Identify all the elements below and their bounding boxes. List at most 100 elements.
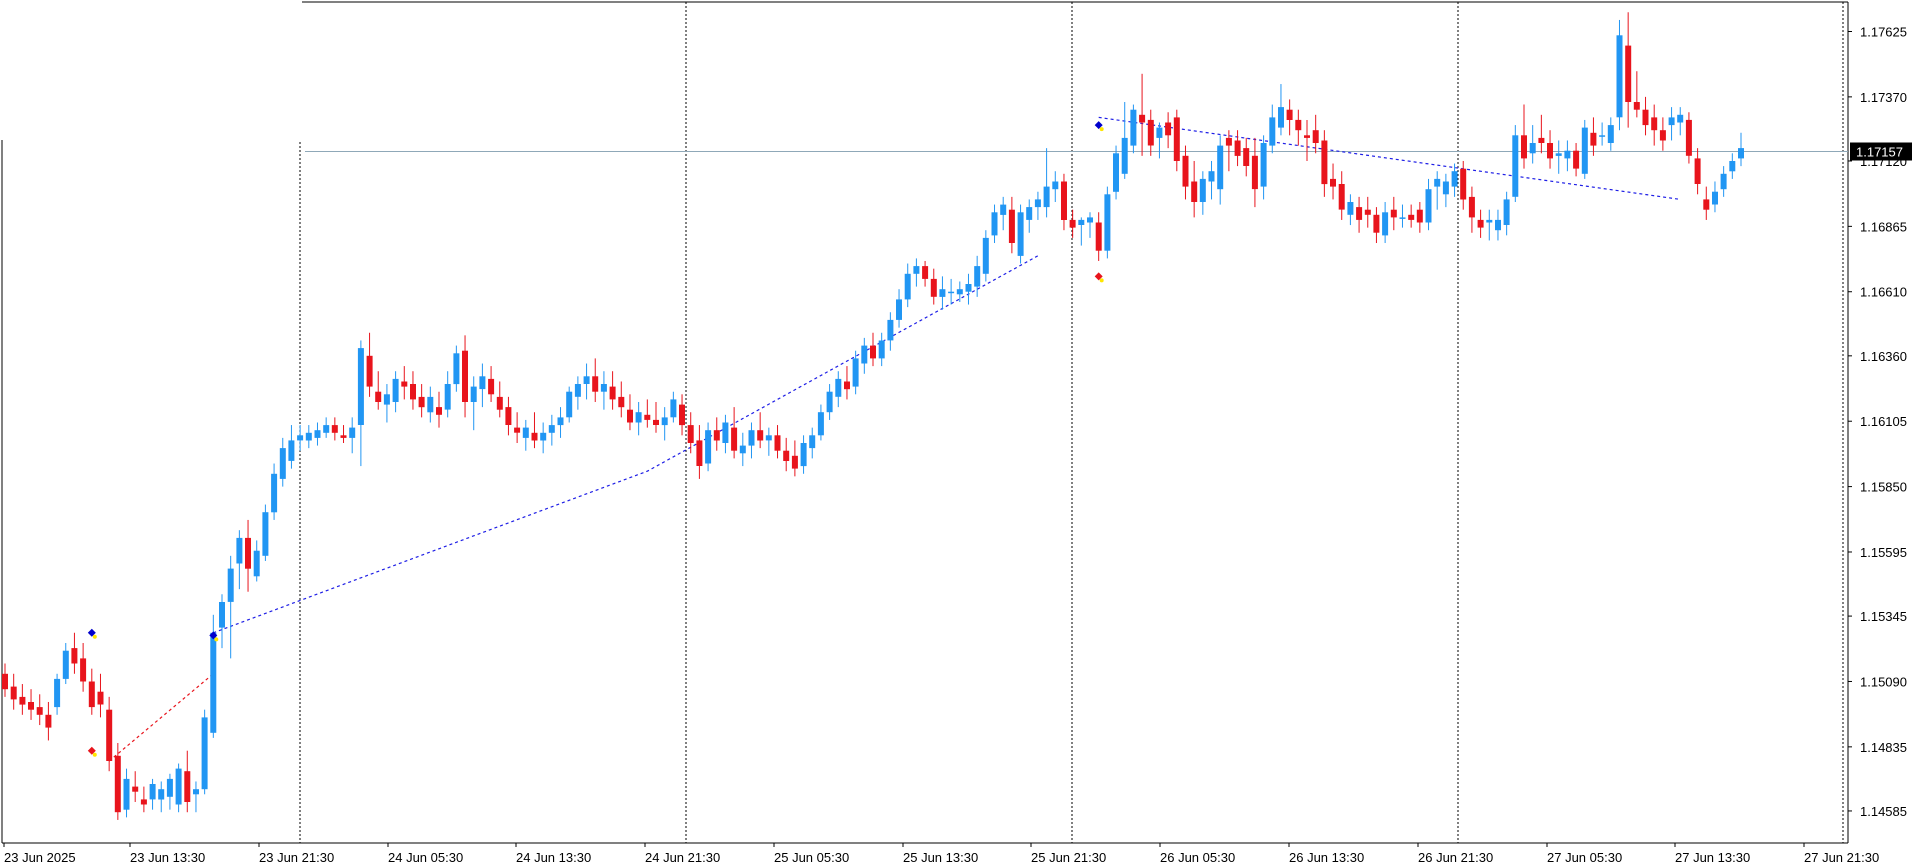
candle-body-bearish	[774, 435, 781, 451]
candle-body-bullish	[557, 417, 564, 426]
axes-layer: 1.176251.173701.171201.168651.166101.163…	[3, 24, 1912, 865]
candle-body-bullish	[123, 778, 130, 810]
candle-body-bearish	[930, 278, 937, 297]
x-tick-label: 27 Jun 21:30	[1804, 850, 1879, 865]
candle-body-bullish	[1720, 173, 1727, 190]
signal-highlight-dot	[1099, 278, 1104, 283]
candle-body-bullish	[956, 289, 963, 295]
candle-body-bullish	[479, 376, 486, 390]
candle-body-bearish	[679, 404, 685, 426]
y-tick-label: 1.16610	[1860, 285, 1907, 300]
x-tick-label: 23 Jun 13:30	[130, 850, 205, 865]
candle-body-bullish	[722, 422, 729, 443]
candle-body-bullish	[227, 568, 234, 602]
candle-body-bullish	[574, 384, 581, 397]
trendline-up-2	[213, 255, 1039, 634]
candle-body-bullish	[1199, 178, 1206, 202]
candle-body-bullish	[1156, 127, 1163, 138]
y-tick-label: 1.14835	[1860, 740, 1907, 755]
candle-body-bearish	[627, 409, 633, 423]
candle-body-bearish	[1642, 109, 1649, 126]
candle-body-bearish	[1191, 181, 1198, 202]
sell-signal-marker	[87, 746, 96, 755]
candle-body-bearish	[653, 419, 659, 425]
candle-body-bearish	[1538, 137, 1545, 143]
candle-body-bearish	[1659, 130, 1666, 141]
candle-body-bullish	[1260, 143, 1267, 187]
candle-body-bearish	[1095, 222, 1102, 251]
candle-body-bullish	[1121, 137, 1128, 174]
signal-markers-layer	[87, 121, 1104, 757]
candle-body-bearish	[1147, 119, 1154, 146]
sell-signal-marker	[1094, 272, 1103, 281]
candle-body-bullish	[939, 289, 946, 297]
candle-body-bearish	[1633, 102, 1640, 110]
candle-body-bearish	[696, 440, 703, 466]
candle-body-bullish	[948, 291, 955, 294]
candle-body-bullish	[1087, 217, 1093, 223]
candle-body-bullish	[149, 784, 156, 800]
candle-body-bullish	[1278, 107, 1284, 128]
signal-highlight-dot	[1099, 127, 1104, 132]
candle-body-bearish	[375, 391, 382, 402]
x-tick-label: 26 Jun 13:30	[1289, 850, 1364, 865]
candle-body-bullish	[1512, 135, 1519, 197]
candle-body-bullish	[835, 378, 842, 397]
candle-body-bullish	[670, 399, 677, 418]
candle-body-bearish	[418, 396, 425, 408]
candle-body-bearish	[1225, 137, 1232, 146]
candle-body-bearish	[1685, 119, 1692, 156]
x-tick-label: 23 Jun 21:30	[259, 850, 334, 865]
y-tick-label: 1.15090	[1860, 674, 1907, 689]
candle-body-bullish	[1434, 178, 1441, 187]
candle-body-bullish	[566, 391, 573, 418]
candle-body-bearish	[514, 427, 521, 433]
buy-signal-marker	[209, 631, 218, 640]
candle-body-bullish	[635, 412, 642, 423]
candle-body-bullish	[1555, 153, 1562, 156]
candle-body-bullish	[288, 440, 295, 461]
candle-body-bullish	[661, 417, 668, 426]
candle-body-bullish	[1130, 109, 1137, 146]
candle-body-bullish	[1026, 207, 1033, 220]
signal-highlight-dot	[92, 634, 97, 639]
candle-body-bullish	[852, 358, 859, 387]
y-tick-label: 1.15850	[1860, 480, 1907, 495]
candle-body-bullish	[314, 430, 321, 438]
candle-body-bearish	[1243, 148, 1250, 166]
candle-body-bearish	[88, 681, 95, 708]
buy-signal-marker	[1094, 121, 1103, 130]
candle-body-bullish	[253, 550, 260, 577]
x-tick-label: 26 Jun 21:30	[1418, 850, 1493, 865]
candle-body-bearish	[1460, 168, 1467, 200]
candle-body-bullish	[1347, 202, 1354, 215]
y-tick-label: 1.15595	[1860, 545, 1907, 560]
candle-body-bullish	[861, 345, 868, 364]
candle-body-bearish	[1364, 209, 1371, 215]
candle-body-bullish	[349, 427, 356, 438]
candle-body-bearish	[1547, 143, 1553, 159]
candle-body-bearish	[1521, 135, 1527, 159]
candle-body-bullish	[1599, 135, 1606, 137]
candle-body-bullish	[210, 632, 217, 733]
grid-layer	[1, 1, 1849, 844]
candle-body-bearish	[80, 658, 87, 682]
x-tick-label: 26 Jun 05:30	[1160, 850, 1235, 865]
candle-body-bearish	[731, 427, 738, 451]
candle-body-bearish	[340, 435, 347, 438]
candle-body-bearish	[2, 673, 8, 690]
y-tick-label: 1.17625	[1860, 24, 1907, 39]
candle-body-bullish	[887, 319, 894, 341]
candle-body-bullish	[54, 678, 61, 708]
candle-body-bullish	[765, 435, 772, 441]
candle-body-bearish	[1061, 181, 1067, 220]
candle-body-bullish	[262, 512, 269, 556]
candle-body-bearish	[1304, 135, 1310, 138]
candle-body-bullish	[175, 768, 182, 805]
candle-body-bearish	[1625, 45, 1632, 102]
x-tick-label: 24 Jun 21:30	[645, 850, 720, 865]
candle-body-bearish	[1703, 199, 1710, 210]
candle-body-bullish	[548, 425, 555, 433]
